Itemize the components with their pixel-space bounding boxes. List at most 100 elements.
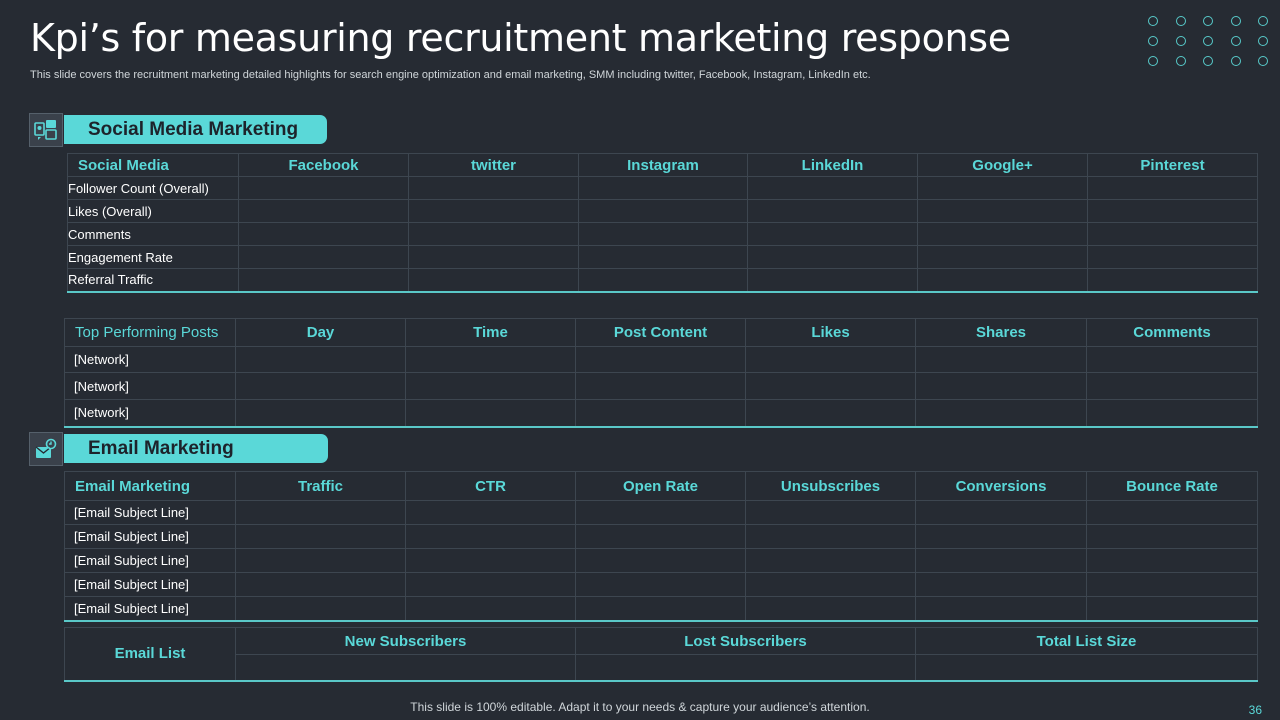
table-header-cell: Bounce Rate bbox=[1086, 471, 1258, 501]
row-label: Engagement Rate bbox=[67, 245, 239, 269]
dot-icon bbox=[1148, 36, 1158, 46]
social-media-table: Social Media Facebook twitter Instagram … bbox=[67, 153, 1258, 293]
table-header-cell: Social Media bbox=[67, 153, 239, 177]
table-header-cell: LinkedIn bbox=[747, 153, 918, 177]
dot-icon bbox=[1230, 56, 1241, 66]
table-cell bbox=[1086, 399, 1258, 428]
table-cell bbox=[917, 199, 1088, 223]
table-cell bbox=[405, 548, 576, 573]
table-cell bbox=[747, 222, 918, 246]
table-cell bbox=[1087, 199, 1258, 223]
table-cell bbox=[578, 268, 748, 293]
table-cell bbox=[1086, 372, 1258, 400]
table-cell bbox=[1087, 222, 1258, 246]
table-cell bbox=[575, 372, 746, 400]
dot-icon bbox=[1175, 16, 1186, 26]
table-cell bbox=[1087, 176, 1258, 200]
table-cell bbox=[915, 524, 1087, 549]
table-cell bbox=[578, 222, 748, 246]
email-icon bbox=[29, 432, 63, 466]
row-label: Referral Traffic bbox=[67, 268, 239, 293]
table-row: [Network] bbox=[64, 372, 1258, 400]
table-cell bbox=[1086, 548, 1258, 573]
table-cell bbox=[575, 548, 746, 573]
table-header-cell: twitter bbox=[408, 153, 579, 177]
table-cell bbox=[235, 654, 576, 682]
table-cell bbox=[405, 524, 576, 549]
table-cell bbox=[915, 372, 1087, 400]
row-label: [Email Subject Line] bbox=[64, 500, 236, 525]
row-label: Follower Count (Overall) bbox=[67, 176, 239, 200]
table-cell bbox=[915, 548, 1087, 573]
table-cell bbox=[1086, 572, 1258, 597]
row-label: [Email Subject Line] bbox=[64, 572, 236, 597]
dot-icon bbox=[1230, 16, 1241, 26]
table-cell bbox=[1086, 500, 1258, 525]
table-row: [Email Subject Line] bbox=[64, 572, 1258, 597]
table-cell bbox=[745, 500, 916, 525]
decorative-dot-grid bbox=[1148, 16, 1272, 66]
table-header-cell: Email Marketing bbox=[64, 471, 236, 501]
row-label: Likes (Overall) bbox=[67, 199, 239, 223]
table-cell bbox=[1087, 245, 1258, 269]
email-list-label: Email List bbox=[64, 627, 236, 682]
table-cell bbox=[745, 596, 916, 622]
table-cell bbox=[235, 500, 406, 525]
table-row: Comments bbox=[67, 222, 1258, 246]
table-cell bbox=[915, 500, 1087, 525]
slide-title: Kpi’s for measuring recruitment marketin… bbox=[30, 16, 1011, 60]
dot-icon bbox=[1148, 56, 1158, 66]
table-cell bbox=[747, 268, 918, 293]
table-cell bbox=[238, 245, 409, 269]
table-cell bbox=[575, 500, 746, 525]
table-header-cell: Top Performing Posts bbox=[64, 318, 236, 347]
table-header-cell: Unsubscribes bbox=[745, 471, 916, 501]
table-cell bbox=[915, 346, 1087, 373]
dot-icon bbox=[1175, 36, 1186, 46]
dot-icon bbox=[1203, 36, 1213, 46]
table-cell bbox=[575, 399, 746, 428]
row-label: [Network] bbox=[64, 372, 236, 400]
table-cell bbox=[745, 524, 916, 549]
table-cell bbox=[575, 654, 916, 682]
table-cell bbox=[408, 176, 579, 200]
table-row: [Email Subject Line] bbox=[64, 500, 1258, 525]
table-cell bbox=[915, 654, 1258, 682]
table-header-cell: CTR bbox=[405, 471, 576, 501]
table-cell bbox=[575, 596, 746, 622]
table-cell bbox=[408, 199, 579, 223]
table-row: Follower Count (Overall) bbox=[67, 176, 1258, 200]
table-cell bbox=[405, 372, 576, 400]
table-cell bbox=[405, 399, 576, 428]
table-cell bbox=[235, 346, 406, 373]
table-cell bbox=[408, 222, 579, 246]
table-cell bbox=[238, 199, 409, 223]
table-row: Likes (Overall) bbox=[67, 199, 1258, 223]
email-marketing-table: Email Marketing Traffic CTR Open Rate Un… bbox=[64, 471, 1258, 622]
table-cell bbox=[408, 245, 579, 269]
table-cell bbox=[917, 245, 1088, 269]
table-cell bbox=[915, 596, 1087, 622]
table-cell bbox=[405, 500, 576, 525]
table-cell bbox=[747, 245, 918, 269]
table-cell bbox=[235, 372, 406, 400]
dot-icon bbox=[1175, 56, 1186, 66]
dot-icon bbox=[1258, 56, 1268, 66]
table-cell bbox=[1086, 524, 1258, 549]
table-row: [Network] bbox=[64, 399, 1258, 428]
table-header-cell: Post Content bbox=[575, 318, 746, 347]
table-row: [Email Subject Line] bbox=[64, 524, 1258, 549]
table-cell bbox=[745, 399, 916, 428]
table-cell bbox=[745, 346, 916, 373]
table-cell bbox=[235, 548, 406, 573]
table-cell bbox=[1086, 596, 1258, 622]
table-header-cell: Comments bbox=[1086, 318, 1258, 347]
table-header-cell: Total List Size bbox=[915, 627, 1258, 655]
table-header-cell: Open Rate bbox=[575, 471, 746, 501]
table-header-cell: Likes bbox=[745, 318, 916, 347]
table-cell bbox=[575, 572, 746, 597]
table-cell bbox=[235, 399, 406, 428]
table-cell bbox=[238, 222, 409, 246]
table-row: Engagement Rate bbox=[67, 245, 1258, 269]
dot-icon bbox=[1203, 56, 1213, 66]
